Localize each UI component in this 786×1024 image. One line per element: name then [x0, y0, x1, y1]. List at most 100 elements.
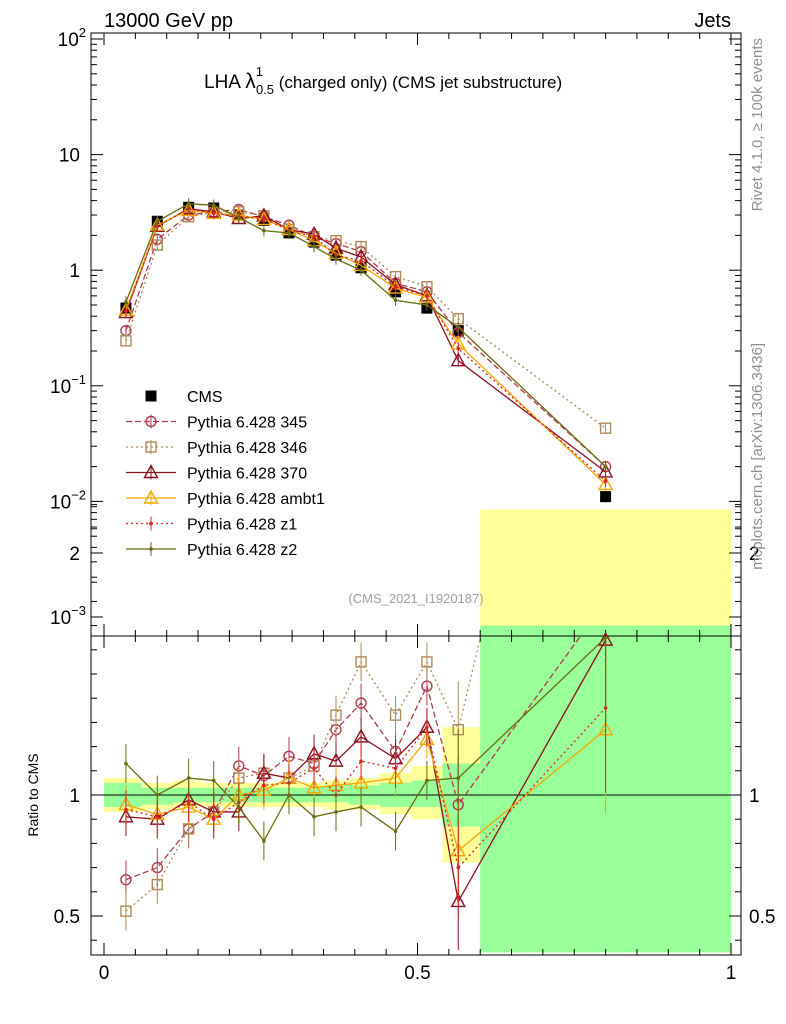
ratio-point	[425, 725, 429, 730]
ratio-point	[359, 805, 363, 809]
title-sub: 0.5	[256, 82, 274, 97]
ratio-point	[124, 807, 128, 812]
ratio-point	[334, 810, 338, 814]
legend-entry-1: Pythia 6.428 345	[126, 414, 307, 432]
data-point	[393, 284, 398, 289]
analysis-id: (CMS_2021_I1920187)	[348, 591, 483, 606]
data-point	[262, 216, 266, 221]
ratio-point	[312, 814, 316, 819]
ratio-series-line	[125, 636, 482, 912]
main-y-tick-label: 1	[69, 261, 80, 282]
ratio-y-tick-label-right: 1	[749, 786, 760, 807]
data-point	[155, 219, 160, 224]
data-point	[425, 303, 429, 307]
legend-label: CMS	[187, 389, 223, 406]
ratio-point	[186, 800, 191, 805]
ratio-uncertainty-bands	[104, 509, 731, 953]
title-suffix: (charged only) (CMS jet substructure)	[274, 73, 562, 92]
data-point	[211, 211, 216, 216]
data-point	[599, 422, 612, 434]
data-point	[393, 298, 398, 303]
legend-entry-0: CMS	[145, 389, 223, 406]
data-point	[120, 335, 132, 347]
data-point	[124, 309, 128, 314]
ratio-panel-axes: 0.5 0.5 1 1 2 2 0 0.5 1	[54, 504, 775, 984]
data-point	[287, 231, 291, 235]
ratio-point	[393, 766, 398, 771]
header-right-label: Jets	[694, 10, 731, 32]
series-pythia-6-428-z2	[124, 198, 608, 473]
ratio-x-tick-label: 0	[99, 963, 110, 984]
data-point	[450, 352, 466, 367]
legend-marker	[143, 464, 159, 479]
ratio-y-tick-label: 0.5	[54, 907, 80, 928]
ratio-point	[151, 878, 163, 891]
data-point	[456, 346, 461, 351]
ratio-point	[389, 709, 402, 721]
data-point	[425, 294, 429, 298]
data-point	[118, 304, 134, 319]
legend-label: Pythia 6.428 z1	[187, 517, 297, 534]
ratio-x-tick-label: 0.5	[404, 963, 430, 984]
main-y-tick-label: 102	[58, 25, 86, 51]
legend-entry-2: Pythia 6.428 346	[126, 440, 307, 457]
ratio-point	[120, 874, 132, 886]
legend-label: Pythia 6.428 345	[187, 415, 307, 432]
ratio-point	[312, 766, 316, 771]
data-point	[312, 244, 316, 249]
ratio-point	[306, 779, 322, 794]
main-y-tick-label: 10−3	[50, 603, 86, 629]
data-point	[603, 464, 608, 469]
ratio-point	[262, 783, 266, 788]
legend: CMS Pythia 6.428 345 Pythia 6.428 346 Pythi…	[126, 389, 325, 559]
legend-entry-3: Pythia 6.428 370	[126, 464, 307, 483]
data-point	[334, 257, 338, 261]
ratio-series-line	[125, 637, 607, 843]
ratio-point	[425, 778, 429, 783]
ratio-point	[355, 656, 367, 668]
chart-title: LHA λ1 0.5 (charged only) (CMS jet substr…	[204, 64, 562, 97]
ratio-point	[211, 817, 216, 821]
ratio-point	[421, 656, 433, 668]
data-point	[211, 203, 216, 207]
ratio-point	[120, 905, 132, 917]
data-point	[359, 259, 363, 263]
legend-label: Pythia 6.428 z2	[187, 542, 297, 559]
ratio-y-tick-label: 2	[69, 544, 80, 565]
ratio-point	[393, 829, 398, 834]
rivet-label: Rivet 4.1.0, ≥ 100k events	[749, 38, 766, 211]
data-point	[312, 234, 316, 239]
ratio-series-pythia-6-428-z2	[124, 635, 608, 861]
ratio-x-tick-label: 1	[726, 963, 737, 984]
series-line	[125, 211, 606, 429]
title-prefix: LHA	[204, 72, 245, 93]
main-panel-axes: 102 10 1 10−1 10−2 10−3	[50, 25, 742, 637]
ratio-series-pythia-6-428-346	[120, 636, 482, 931]
ratio-point	[456, 865, 461, 870]
ratio-y-axis-label: Ratio to CMS	[25, 753, 41, 836]
title-sup: 1	[256, 64, 263, 79]
ratio-point	[186, 776, 191, 780]
ratio-point	[355, 697, 367, 709]
ratio-series-line	[125, 636, 581, 881]
legend-marker	[149, 521, 153, 526]
data-point	[456, 325, 461, 330]
data-point	[256, 210, 272, 226]
legend-marker	[149, 547, 153, 551]
legend-label: Pythia 6.428 370	[187, 466, 307, 483]
ratio-point	[211, 778, 216, 783]
series-line	[125, 203, 607, 468]
data-point	[186, 202, 191, 206]
legend-marker	[145, 415, 157, 428]
data-point	[237, 215, 241, 220]
data-point	[597, 476, 614, 491]
ratio-y-tick-label-right: 2	[749, 544, 760, 565]
legend-marker	[143, 489, 159, 504]
ratio-panel-series	[118, 631, 614, 950]
legend-entry-5: Pythia 6.428 z1	[126, 516, 297, 534]
ratio-point	[330, 709, 342, 721]
data-point	[262, 228, 266, 233]
main-panel-series	[118, 198, 614, 503]
ratio-point	[237, 805, 241, 809]
